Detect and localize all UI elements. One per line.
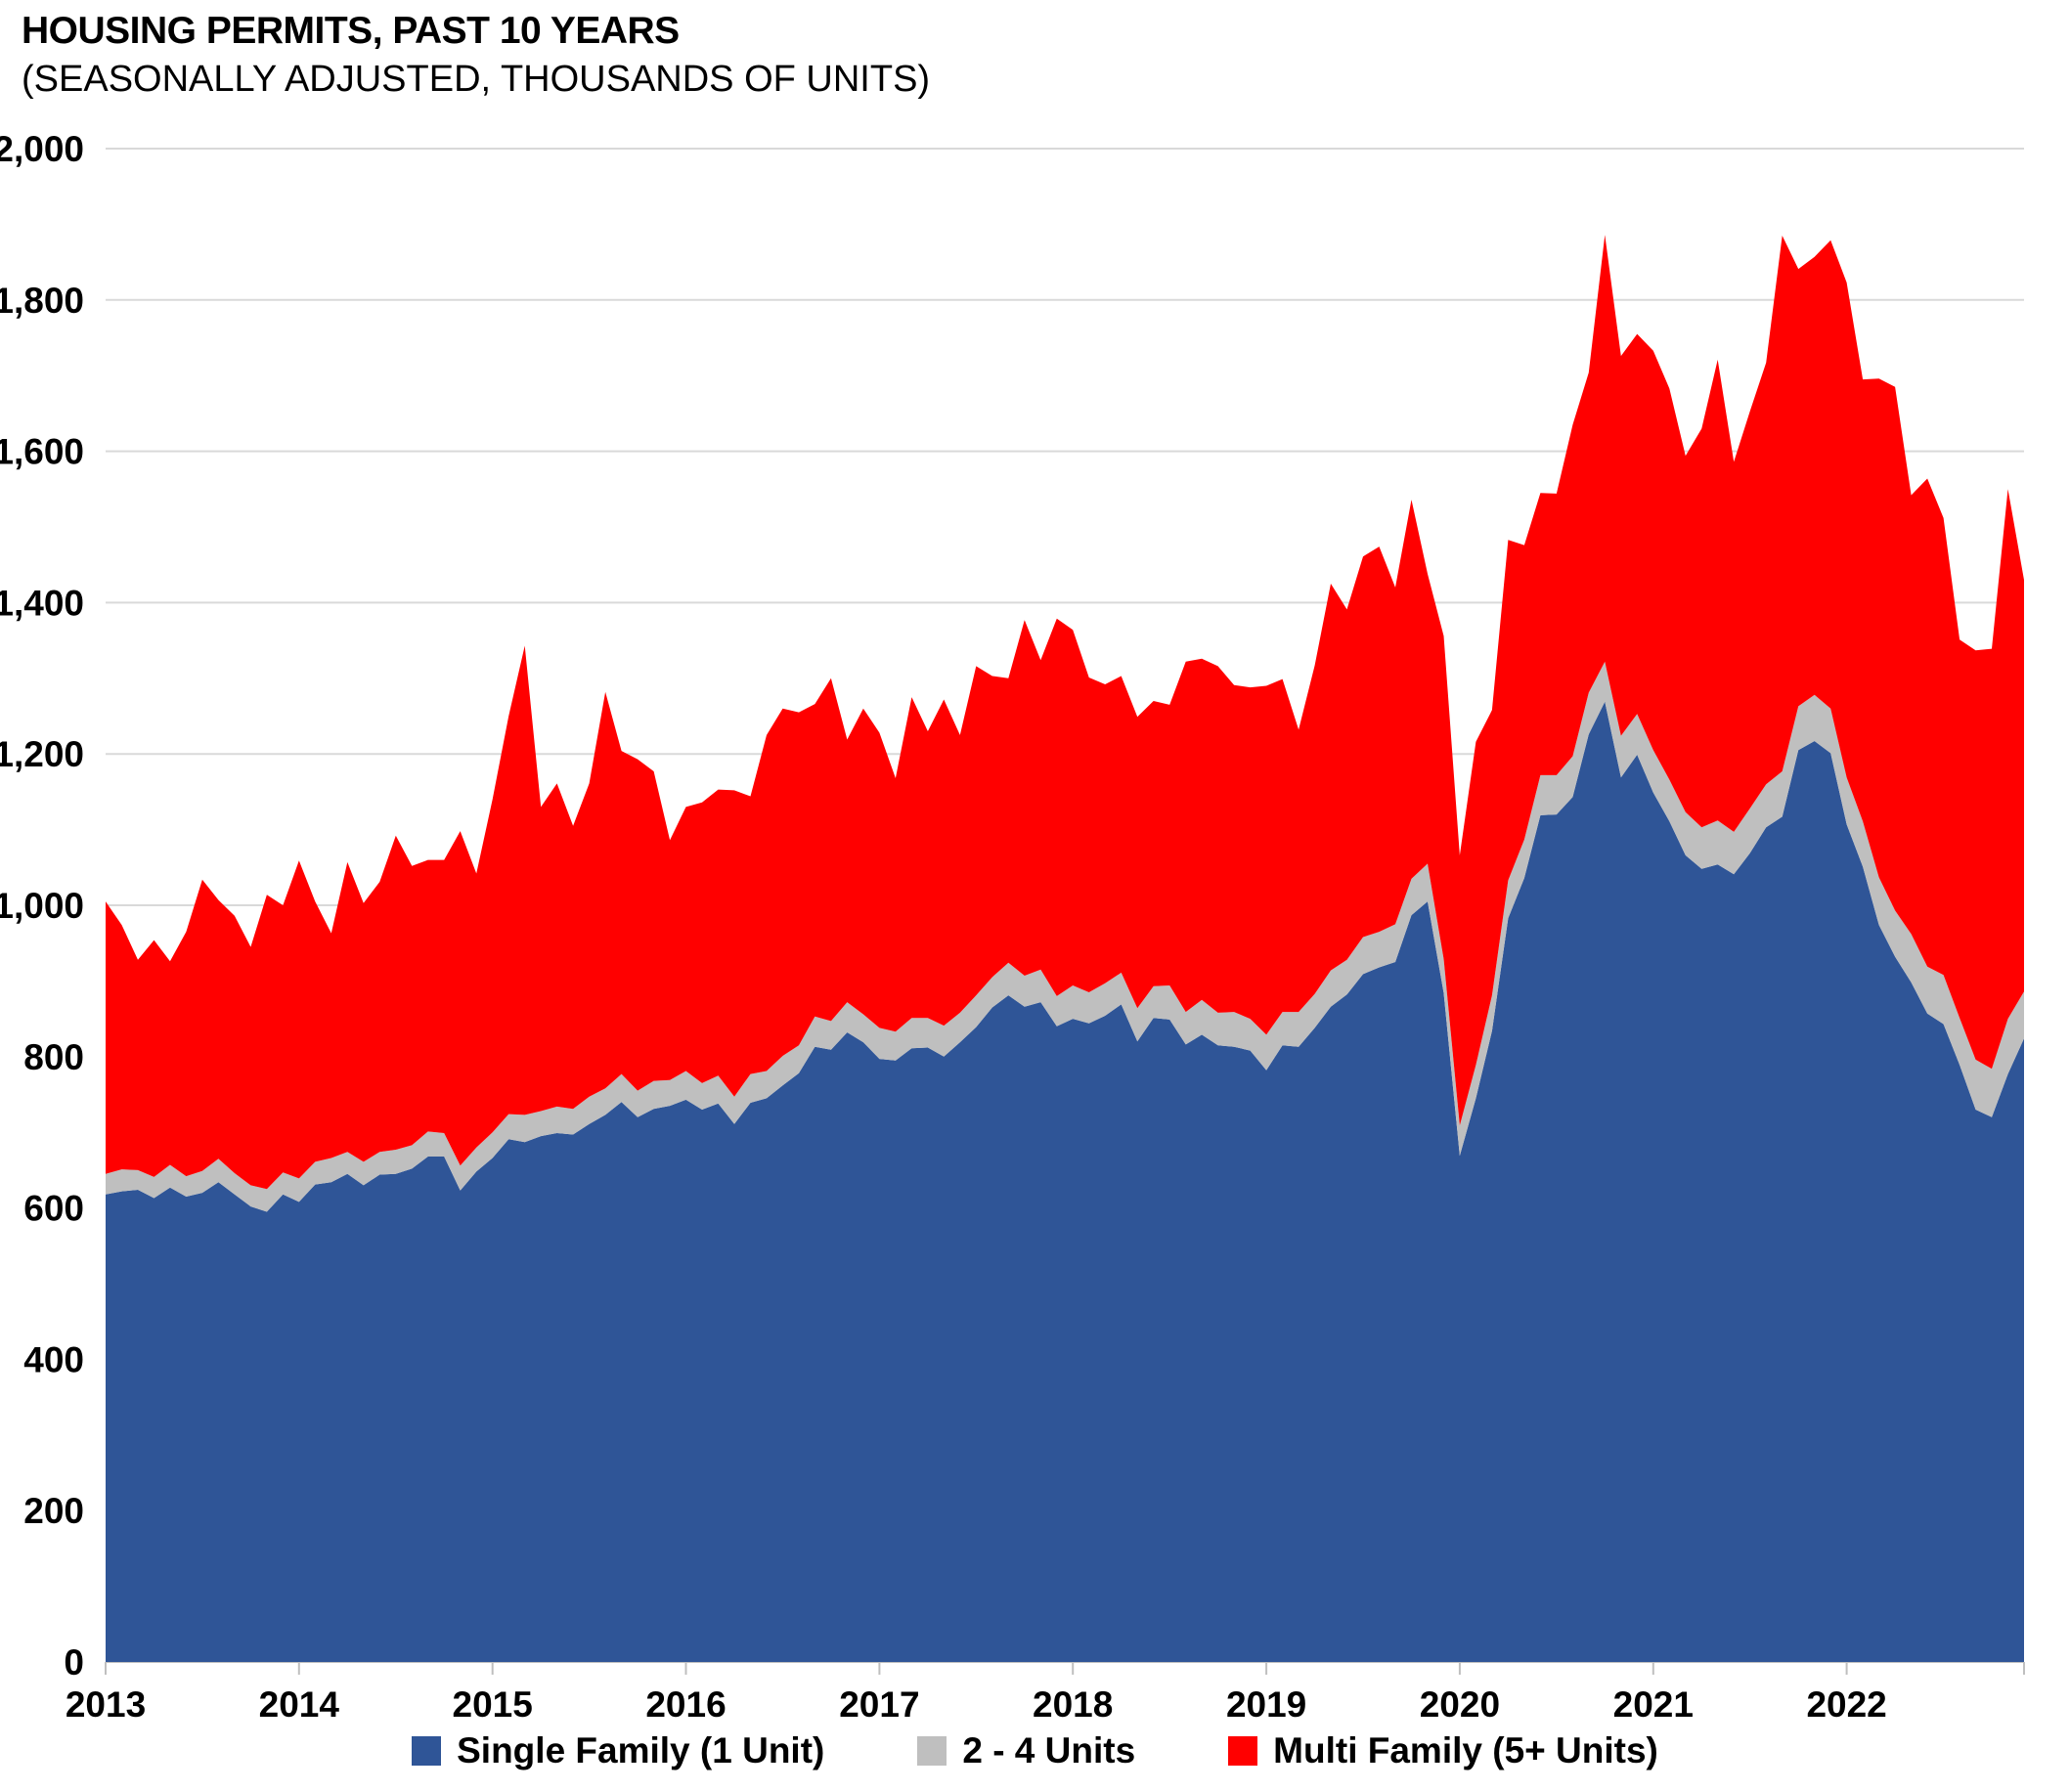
x-axis-year-label: 2020 <box>1420 1684 1500 1725</box>
y-axis-tick-label: 600 <box>23 1189 84 1229</box>
chart-legend: Single Family (1 Unit) 2 - 4 Units Multi… <box>0 1730 2070 1771</box>
x-axis-year-label: 2019 <box>1226 1684 1306 1725</box>
x-axis-year-label: 2016 <box>645 1684 726 1725</box>
y-axis-tick-label: 1,600 <box>0 432 84 472</box>
chart-header: HOUSING PERMITS, PAST 10 YEARS (SEASONAL… <box>22 10 930 101</box>
legend-item-2-4-units: 2 - 4 Units <box>917 1730 1135 1771</box>
y-axis-tick-label: 0 <box>64 1642 84 1683</box>
x-axis-year-label: 2022 <box>1806 1684 1886 1725</box>
x-axis-year-label: 2018 <box>1033 1684 1113 1725</box>
x-axis-year-label: 2013 <box>66 1684 146 1725</box>
legend-swatch-2-4-units <box>917 1736 947 1766</box>
legend-swatch-multi-family <box>1228 1736 1258 1766</box>
legend-label-single-family: Single Family (1 Unit) <box>457 1730 825 1770</box>
x-axis-year-label: 2015 <box>453 1684 533 1725</box>
y-axis-tick-label: 1,200 <box>0 734 84 774</box>
y-axis-tick-label: 1,000 <box>0 886 84 926</box>
y-axis-tick-label: 200 <box>23 1491 84 1531</box>
x-axis-year-label: 2017 <box>839 1684 919 1725</box>
area-2-4-units <box>106 661 2024 1212</box>
legend-item-multi-family: Multi Family (5+ Units) <box>1228 1730 1658 1771</box>
x-axis-year-label: 2021 <box>1613 1684 1694 1725</box>
x-axis-year-label: 2014 <box>259 1684 340 1725</box>
y-axis-tick-label: 1,400 <box>0 583 84 623</box>
area-multi-family-5-units <box>106 235 2024 1190</box>
y-axis-tick-label: 1,800 <box>0 281 84 321</box>
y-axis-tick-label: 400 <box>23 1339 84 1379</box>
legend-swatch-single-family <box>412 1736 442 1766</box>
chart-subtitle: (SEASONALLY ADJUSTED, THOUSANDS OF UNITS… <box>22 59 931 100</box>
y-axis-tick-label: 2,000 <box>0 129 84 169</box>
area-single-family-1-unit <box>106 701 2024 1662</box>
legend-label-multi-family: Multi Family (5+ Units) <box>1273 1730 1658 1770</box>
legend-label-2-4-units: 2 - 4 Units <box>962 1730 1136 1770</box>
legend-item-single-family: Single Family (1 Unit) <box>412 1730 824 1771</box>
y-axis-tick-label: 800 <box>23 1037 84 1077</box>
chart-title: HOUSING PERMITS, PAST 10 YEARS <box>22 10 680 52</box>
